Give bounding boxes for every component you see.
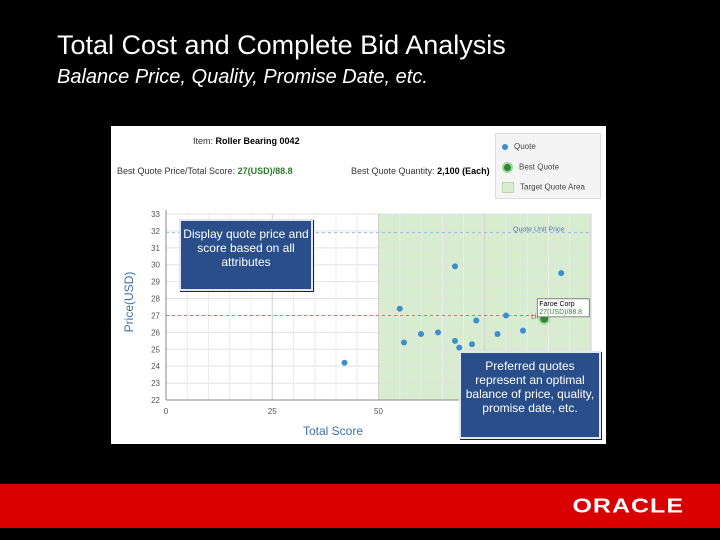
y-tick-label: 32	[151, 227, 160, 236]
quote-point	[396, 305, 403, 312]
quote-point	[503, 312, 509, 319]
y-tick-label: 22	[151, 396, 160, 405]
slide-subtitle: Balance Price, Quality, Promise Date, et…	[57, 66, 428, 88]
callout-left: Display quote price and score based on a…	[179, 219, 313, 291]
best-quote-marker-icon	[502, 162, 513, 173]
x-tick-label: 0	[164, 407, 169, 416]
best-price-label: Best Quote Price/Total Score	[117, 166, 233, 176]
callout-right: Preferred quotes represent an optimal ba…	[459, 351, 601, 439]
item-value: Roller Bearing 0042	[215, 136, 300, 146]
callout-right-text: Preferred quotes represent an optimal ba…	[465, 359, 595, 415]
y-tick-label: 28	[151, 295, 160, 304]
footer-bar: ORACLE	[0, 484, 720, 528]
best-qty-info: Best Quote Quantity: 2,100 (Each)	[351, 166, 490, 176]
quote-point	[401, 339, 407, 346]
bid-analysis-panel: Item: Roller Bearing 0042 Best Quote Pri…	[111, 126, 606, 444]
quote-point	[520, 327, 526, 334]
item-label: Item	[193, 136, 211, 146]
item-info: Item: Roller Bearing 0042	[193, 136, 300, 146]
legend-item-target-area: Target Quote Area	[502, 182, 585, 193]
y-tick-label: 33	[151, 210, 160, 219]
y-axis-label: Price(USD)	[122, 272, 136, 333]
quote-point	[418, 331, 424, 338]
y-tick-label: 31	[151, 244, 160, 253]
y-tick-label: 25	[151, 345, 160, 354]
x-tick-label: 25	[268, 407, 277, 416]
oracle-logo: ORACLE	[572, 494, 684, 518]
quote-point	[469, 341, 475, 348]
y-tick-label: 24	[151, 362, 160, 371]
quote-point	[494, 331, 501, 338]
scatter-chart: 3332313029282726252423220255075 Quote Un…	[122, 210, 592, 438]
reference-line-label: Quote Unit Price	[513, 227, 564, 234]
y-tick-label: 29	[151, 278, 160, 287]
quote-point	[452, 263, 458, 270]
best-quote-tag	[536, 298, 590, 318]
target-area-swatch-icon	[502, 182, 514, 193]
best-qty-value: 2,100 (Each)	[437, 166, 490, 176]
callout-left-text: Display quote price and score based on a…	[183, 227, 309, 269]
best-price-info: Best Quote Price/Total Score: 27(USD)/88…	[117, 166, 293, 176]
best-quote-sublabel: 27(USD)/88.8	[539, 309, 582, 316]
y-tick-label: 27	[151, 311, 160, 320]
quote-point	[452, 337, 458, 344]
legend-item-best-quote: Best Quote	[502, 162, 559, 173]
quote-point	[473, 317, 480, 324]
x-axis-label: Total Score	[303, 424, 363, 438]
chart-legend: Quote Best Quote Target Quote Area	[495, 133, 601, 199]
y-tick-label: 26	[151, 328, 160, 337]
legend-item-quote: Quote	[502, 142, 536, 151]
slide-title: Total Cost and Complete Bid Analysis	[57, 30, 506, 60]
quote-dot-icon	[502, 143, 508, 150]
y-tick-label: 23	[151, 379, 160, 388]
best-price-value: 27(USD)/88.8	[237, 166, 293, 176]
quote-point	[435, 329, 441, 336]
best-quote-label: Faroe Corp	[539, 301, 575, 308]
best-qty-label: Best Quote Quantity	[351, 166, 433, 176]
quote-point	[558, 270, 565, 277]
quote-point	[341, 359, 348, 366]
quote-point	[456, 344, 463, 351]
x-tick-label: 50	[374, 407, 383, 416]
y-tick-label: 30	[151, 261, 160, 270]
